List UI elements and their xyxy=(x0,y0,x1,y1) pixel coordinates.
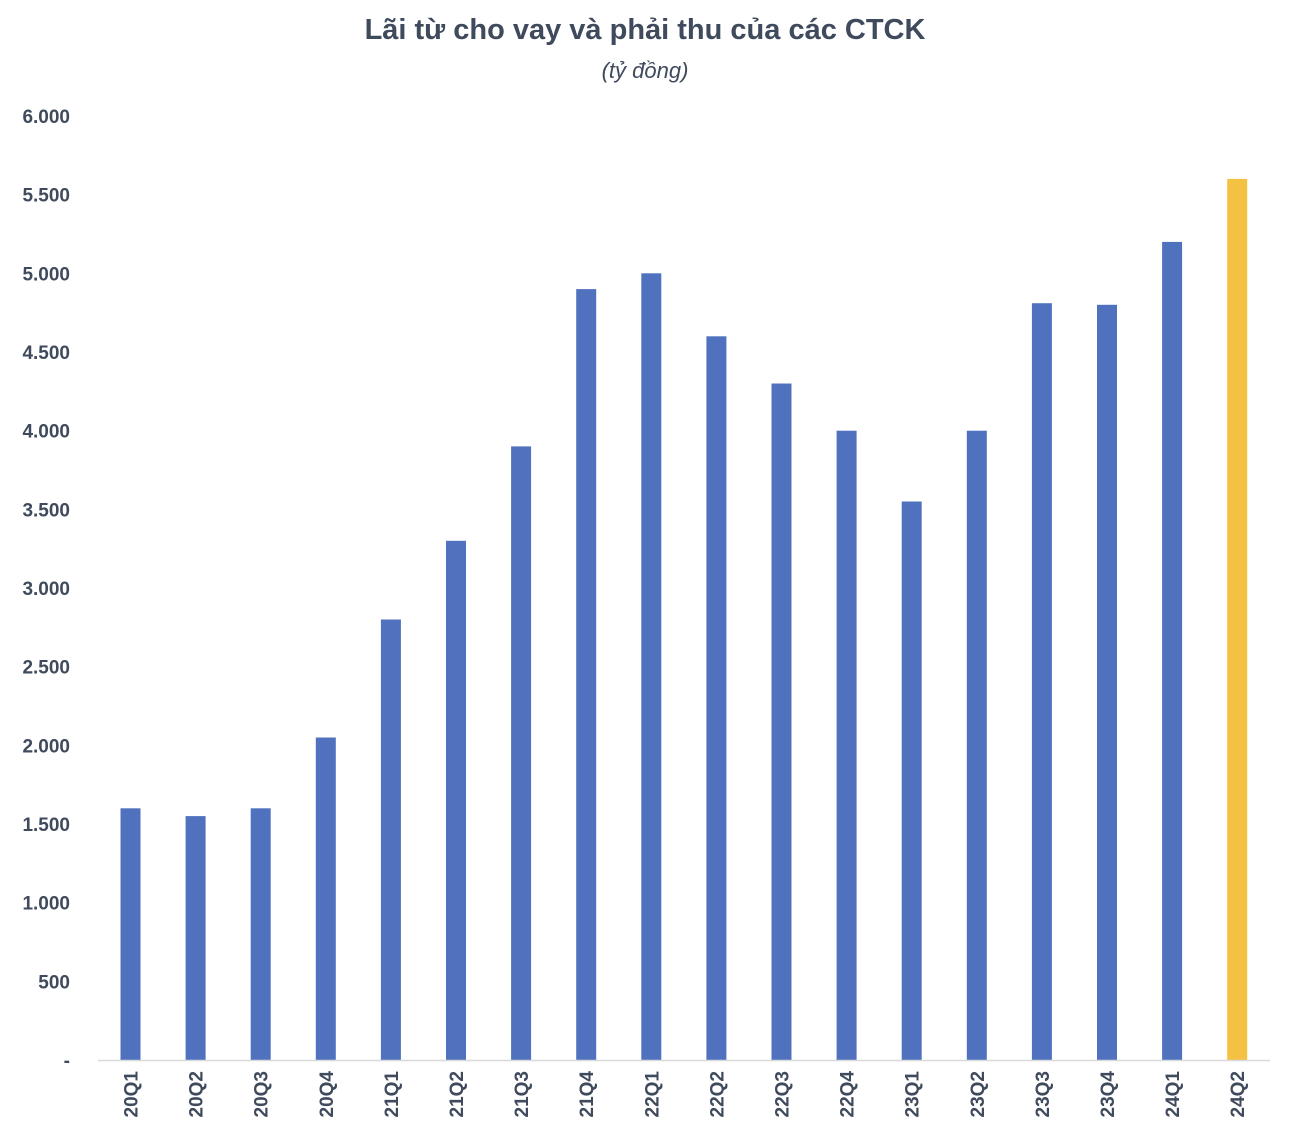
x-tick-label: 22Q2 xyxy=(707,1071,728,1117)
y-tick-label: 4.500 xyxy=(22,343,70,364)
x-tick-label: 24Q2 xyxy=(1228,1071,1249,1117)
y-axis: - 500 1.000 1.500 2.000 2.500 3.000 3.500 4.000 4… xyxy=(22,107,70,1072)
bar xyxy=(446,540,466,1060)
x-tick-label: 22Q4 xyxy=(838,1071,859,1118)
y-tick-label: 2.500 xyxy=(22,658,70,679)
bar xyxy=(901,501,922,1060)
bar xyxy=(185,816,206,1060)
x-tick-label: 20Q4 xyxy=(317,1071,338,1118)
y-tick-label: 2.000 xyxy=(22,736,70,757)
bar xyxy=(771,383,792,1060)
x-tick-label: 22Q3 xyxy=(773,1071,794,1117)
x-tick-label: 21Q1 xyxy=(382,1071,403,1118)
chart-title: Lãi từ cho vay và phải thu của các CTCK xyxy=(364,14,926,46)
bar xyxy=(966,430,987,1060)
bar xyxy=(641,273,662,1060)
x-tick-label: 20Q3 xyxy=(252,1071,273,1117)
y-tick-label: 3.500 xyxy=(22,500,70,521)
bar xyxy=(706,336,727,1060)
y-tick-label: 1.000 xyxy=(22,894,70,915)
y-tick-label: 6.000 xyxy=(22,107,70,128)
bar-highlight xyxy=(1227,178,1248,1060)
x-tick-label: 22Q1 xyxy=(642,1071,663,1118)
bar xyxy=(380,619,401,1060)
x-tick-label: 23Q2 xyxy=(968,1071,989,1117)
bar xyxy=(250,808,271,1060)
x-tick-label: 23Q4 xyxy=(1098,1071,1119,1118)
x-tick-label: 20Q2 xyxy=(187,1071,208,1117)
y-tick-label: 3.000 xyxy=(22,579,70,600)
bars xyxy=(120,178,1248,1061)
bar xyxy=(1031,303,1052,1060)
x-tick-label: 24Q1 xyxy=(1163,1071,1184,1118)
bar xyxy=(120,808,141,1060)
x-tick-label: 23Q1 xyxy=(903,1071,924,1118)
bar xyxy=(576,289,597,1061)
y-tick-label: 1.500 xyxy=(22,815,70,836)
chart-subtitle: (tỷ đồng) xyxy=(601,58,689,83)
x-tick-label: 23Q3 xyxy=(1033,1071,1054,1117)
bar xyxy=(836,430,857,1060)
bar xyxy=(315,737,336,1060)
y-tick-label: 5.000 xyxy=(22,264,70,285)
bar xyxy=(1162,241,1183,1060)
x-tick-label: 21Q2 xyxy=(447,1071,468,1117)
x-tick-label: 20Q1 xyxy=(122,1071,143,1118)
x-tick-label: 21Q3 xyxy=(512,1071,533,1117)
y-tick-label: 5.500 xyxy=(22,186,70,207)
y-tick-label: 500 xyxy=(38,972,70,993)
bar xyxy=(1097,304,1117,1060)
y-tick-label: - xyxy=(64,1051,70,1072)
x-axis: 20Q1 20Q2 20Q3 20Q4 21Q1 21Q2 21Q3 21Q4 22Q1 22Q2… xyxy=(98,1059,1270,1118)
x-tick-label: 21Q4 xyxy=(577,1071,598,1118)
bar xyxy=(511,446,532,1060)
y-tick-label: 4.000 xyxy=(22,422,70,443)
